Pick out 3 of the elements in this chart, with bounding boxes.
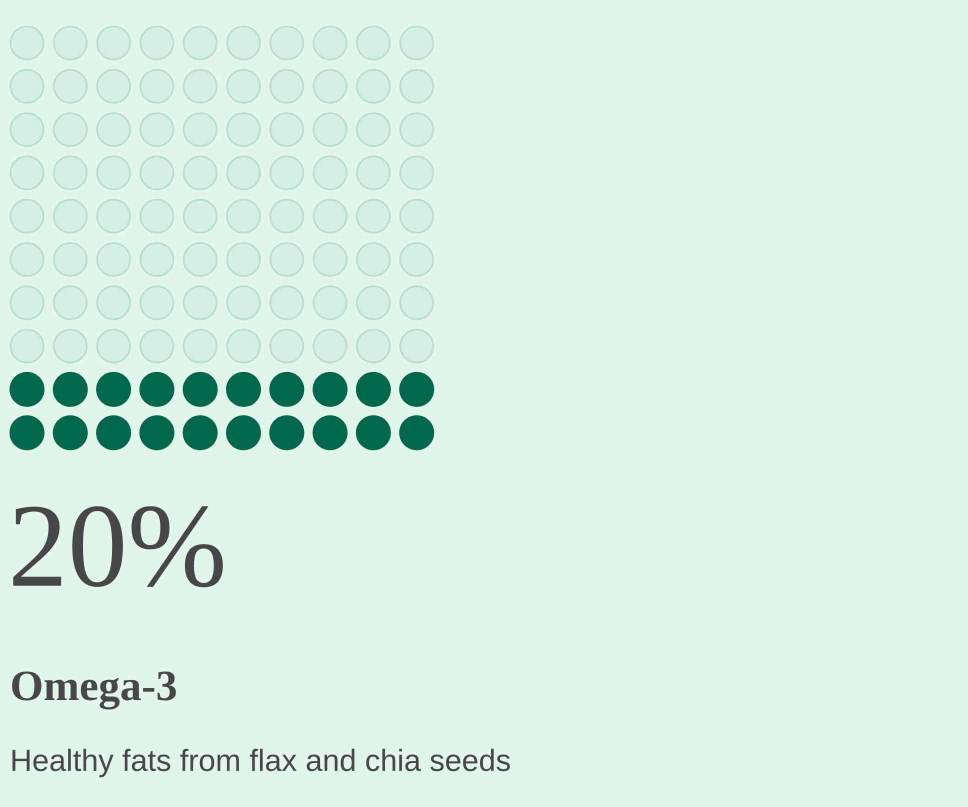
text: Omega-3 [12, 672, 176, 710]
text: Healthy fats from flax and chia seeds [12, 748, 510, 778]
data-label: 20% [13, 506, 223, 588]
